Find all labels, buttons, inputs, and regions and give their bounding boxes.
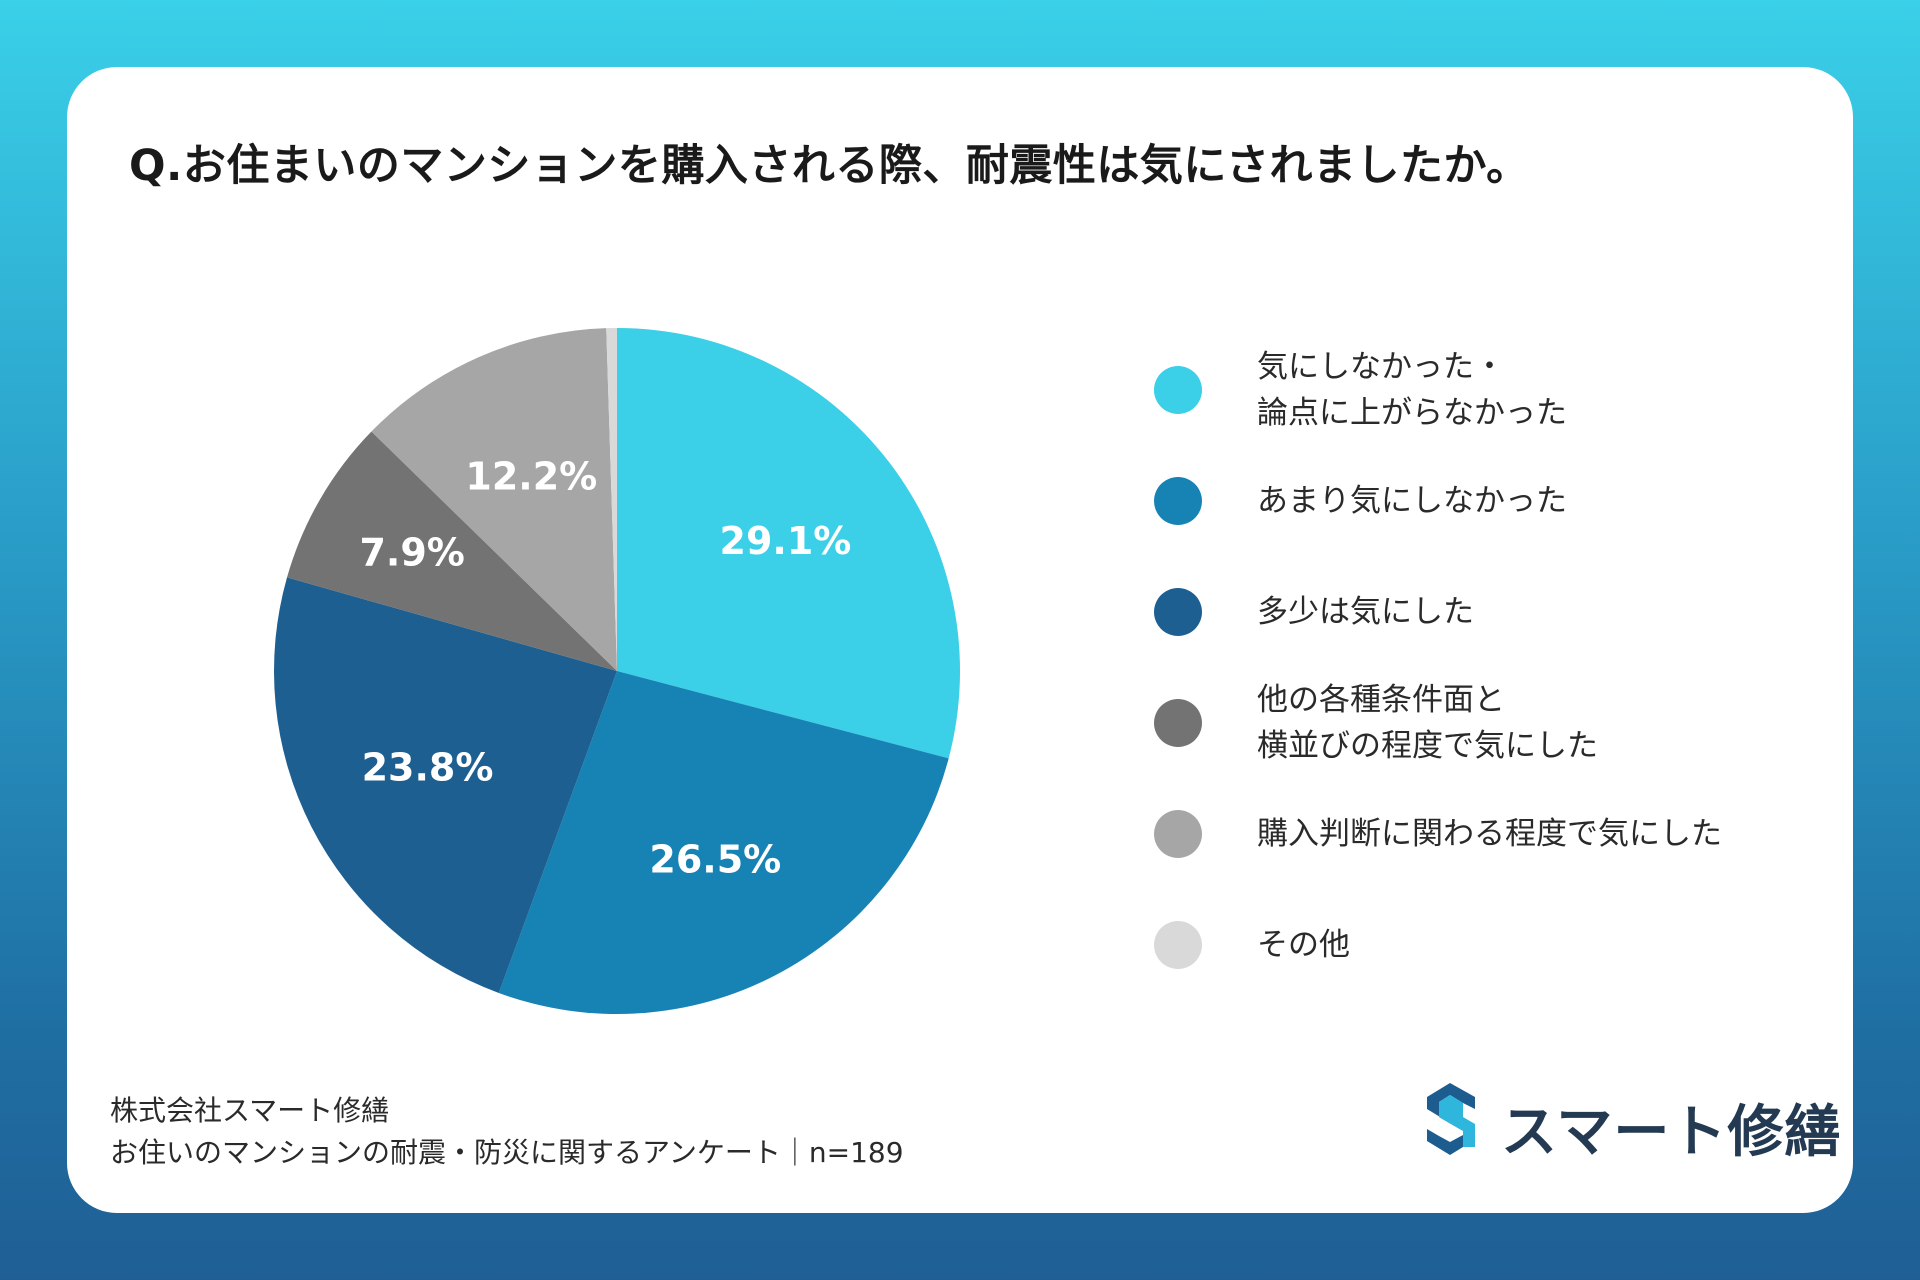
pie-label-3: 7.9%	[359, 530, 464, 574]
pie-slice-0	[617, 328, 960, 759]
legend-swatch	[1154, 366, 1202, 414]
pie-label-1: 26.5%	[649, 838, 781, 882]
logo-text: スマート修繕	[1501, 1100, 1842, 1165]
legend-label: その他	[1257, 927, 1350, 963]
pie-slice-4	[371, 328, 617, 671]
legend-label: 購入判断に関わる程度で気にした	[1257, 816, 1722, 852]
legend-label: 他の各種条件面と 横並びの程度で気にした	[1257, 682, 1598, 764]
legend-item-4: 購入判断に関わる程度で気にした	[1154, 794, 1774, 874]
pie-slice-1	[498, 671, 949, 1014]
legend-swatch	[1154, 477, 1202, 525]
legend-item-5: その他	[1154, 905, 1774, 985]
legend-swatch	[1154, 921, 1202, 969]
legend-swatch	[1154, 699, 1202, 747]
legend-item-2: 多少は気にした	[1154, 572, 1774, 652]
source-note: 株式会社スマート修繕 お住いのマンションの耐震・防災に関するアンケート｜n=18…	[110, 1090, 904, 1174]
pie-slice-3	[287, 431, 617, 671]
pie-label-0: 29.1%	[720, 519, 852, 563]
pie-slice-2	[273, 577, 617, 993]
pie-label-2: 23.8%	[362, 746, 494, 790]
chart-card: Q.お住まいのマンションを購入される際、耐震性は気にされましたか。 29.1% 2…	[67, 67, 1853, 1213]
legend-label: あまり気にしなかった	[1257, 483, 1567, 519]
chart-title: Q.お住まいのマンションを購入される際、耐震性は気にされましたか。	[129, 141, 1530, 191]
legend-label: 多少は気にした	[1257, 594, 1474, 630]
legend-swatch	[1154, 588, 1202, 636]
pie-chart: 29.1% 26.5% 23.8% 7.9%12.2%	[273, 328, 960, 1014]
legend-item-3: 他の各種条件面と 横並びの程度で気にした	[1154, 682, 1774, 764]
legend-swatch	[1154, 810, 1202, 858]
pie-slice-5	[606, 328, 617, 671]
legend-item-0: 気にしなかった・ 論点に上がらなかった	[1154, 349, 1774, 431]
source-survey: お住いのマンションの耐震・防災に関するアンケート｜n=189	[110, 1136, 904, 1169]
source-company: 株式会社スマート修繕	[110, 1094, 390, 1127]
pie-label-4: 12.2%	[465, 454, 597, 498]
brand-logo: スマート修繕	[1419, 1077, 1840, 1167]
legend-label: 気にしなかった・ 論点に上がらなかった	[1257, 349, 1567, 431]
legend-item-1: あまり気にしなかった	[1154, 461, 1774, 541]
s-logo-icon	[1427, 1083, 1475, 1155]
